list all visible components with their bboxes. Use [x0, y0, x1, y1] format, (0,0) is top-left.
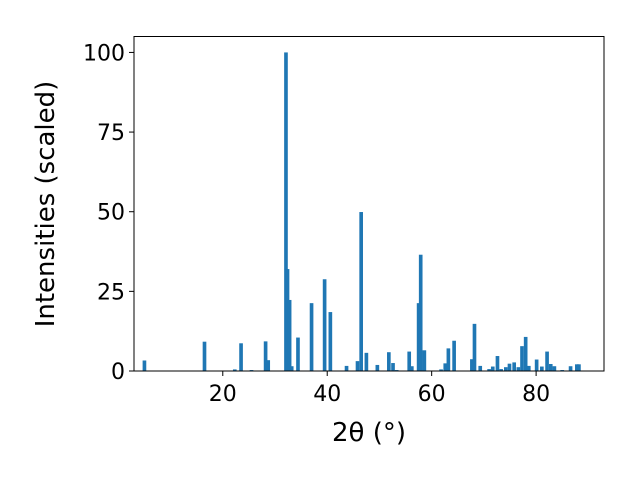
- bar: [263, 341, 268, 371]
- bar: [266, 360, 271, 371]
- bar: [422, 350, 427, 371]
- bar: [409, 366, 414, 371]
- bar: [359, 212, 363, 371]
- bar: [322, 279, 327, 371]
- bar: [503, 367, 508, 371]
- bar: [375, 364, 380, 371]
- bar: [499, 369, 503, 371]
- bar: [472, 323, 477, 371]
- bar: [540, 366, 544, 371]
- bar: [142, 360, 147, 371]
- y-tick-label: 25: [97, 280, 125, 305]
- bar: [407, 351, 412, 371]
- bar: [452, 340, 456, 371]
- bars-group: [142, 52, 581, 372]
- bar: [289, 366, 294, 371]
- y-tick-label: 100: [83, 41, 125, 66]
- bar: [309, 303, 314, 371]
- y-tick-label: 0: [111, 360, 125, 385]
- bar: [239, 343, 243, 371]
- bar: [568, 366, 573, 371]
- bar: [577, 364, 581, 371]
- bar: [202, 341, 207, 371]
- bar: [523, 336, 528, 371]
- bar: [526, 365, 531, 371]
- bar: [534, 359, 539, 371]
- bar: [284, 52, 288, 372]
- bar: [355, 361, 360, 371]
- bar: [287, 299, 292, 371]
- bar: [416, 303, 421, 371]
- bar: [478, 365, 483, 371]
- bar: [364, 352, 369, 371]
- bar: [545, 351, 549, 371]
- bar: [470, 359, 474, 371]
- x-ticks-group: 20 40 60 80: [209, 371, 550, 407]
- bar: [552, 366, 557, 371]
- bar: [490, 366, 495, 371]
- bar: [387, 352, 391, 371]
- bar: [495, 356, 500, 371]
- x-tick-label: 40: [313, 382, 341, 407]
- bar: [418, 254, 423, 371]
- y-ticks-group: 0 25 50 75 100: [83, 41, 134, 385]
- x-tick-label: 60: [418, 382, 446, 407]
- bar: [443, 363, 448, 371]
- y-tick-label: 50: [97, 201, 125, 226]
- bar: [232, 369, 237, 371]
- bar: [512, 362, 517, 371]
- x-axis-label: 2θ (°): [332, 418, 406, 448]
- bar: [516, 367, 521, 371]
- bar: [296, 337, 300, 371]
- bar: [328, 312, 333, 371]
- bar: [446, 348, 451, 371]
- bar: [520, 346, 524, 371]
- bar: [344, 365, 349, 371]
- bar: [575, 364, 579, 371]
- bar: [507, 363, 512, 371]
- bar: [439, 369, 443, 371]
- bar: [548, 363, 553, 371]
- x-tick-label: 20: [209, 382, 237, 407]
- plot-frame: [133, 36, 605, 372]
- y-tick-label: 75: [97, 121, 125, 146]
- bar: [391, 363, 395, 371]
- y-axis-label: Intensities (scaled): [31, 81, 61, 328]
- bar: [285, 269, 290, 371]
- x-tick-label: 80: [522, 382, 550, 407]
- bar: [487, 369, 491, 371]
